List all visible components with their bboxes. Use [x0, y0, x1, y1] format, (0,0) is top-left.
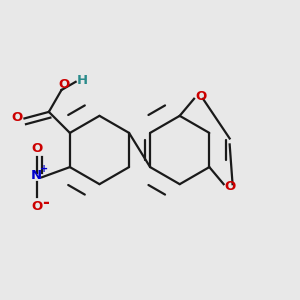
Text: +: + — [40, 164, 48, 174]
Text: O: O — [11, 111, 22, 124]
Text: O: O — [31, 200, 42, 213]
Text: O: O — [59, 78, 70, 91]
Text: O: O — [31, 142, 42, 155]
Text: -: - — [42, 194, 49, 212]
Text: O: O — [225, 180, 236, 193]
Text: N: N — [31, 169, 42, 182]
Text: O: O — [195, 90, 206, 103]
Text: H: H — [76, 74, 88, 87]
